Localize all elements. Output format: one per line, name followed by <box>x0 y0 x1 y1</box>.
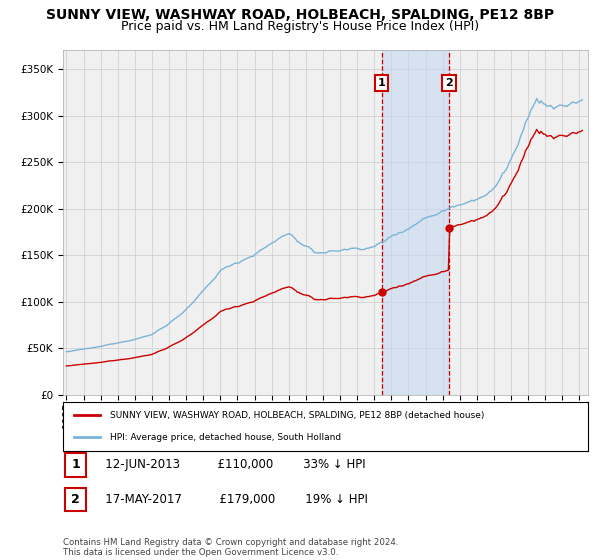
Text: Price paid vs. HM Land Registry's House Price Index (HPI): Price paid vs. HM Land Registry's House … <box>121 20 479 32</box>
Text: HPI: Average price, detached house, South Holland: HPI: Average price, detached house, Sout… <box>110 432 341 441</box>
Text: 2: 2 <box>445 78 453 88</box>
Text: 17-MAY-2017          £179,000        19% ↓ HPI: 17-MAY-2017 £179,000 19% ↓ HPI <box>94 493 368 506</box>
Text: SUNNY VIEW, WASHWAY ROAD, HOLBEACH, SPALDING, PE12 8BP (detached house): SUNNY VIEW, WASHWAY ROAD, HOLBEACH, SPAL… <box>110 411 485 420</box>
Text: 1: 1 <box>378 78 386 88</box>
FancyBboxPatch shape <box>65 453 86 477</box>
Text: Contains HM Land Registry data © Crown copyright and database right 2024.
This d: Contains HM Land Registry data © Crown c… <box>63 538 398 557</box>
Bar <box>382 50 449 395</box>
Text: 1: 1 <box>71 458 80 472</box>
Text: 12-JUN-2013          £110,000        33% ↓ HPI: 12-JUN-2013 £110,000 33% ↓ HPI <box>94 458 366 472</box>
Text: SUNNY VIEW, WASHWAY ROAD, HOLBEACH, SPALDING, PE12 8BP: SUNNY VIEW, WASHWAY ROAD, HOLBEACH, SPAL… <box>46 8 554 22</box>
FancyBboxPatch shape <box>65 488 86 511</box>
Text: 2: 2 <box>71 493 80 506</box>
